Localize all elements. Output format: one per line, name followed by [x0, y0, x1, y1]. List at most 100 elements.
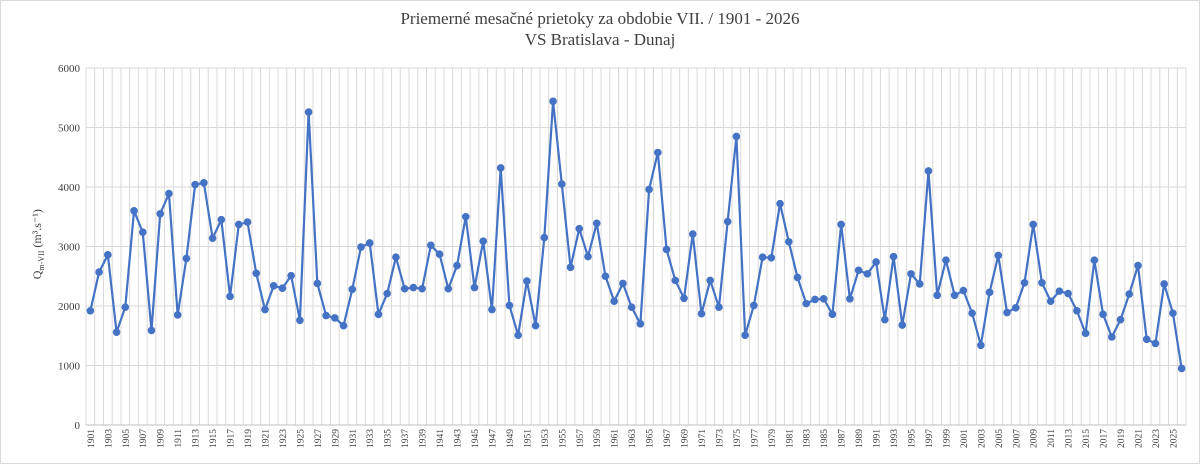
data-point: [409, 283, 418, 292]
data-point: [444, 284, 453, 293]
data-point: [269, 281, 278, 290]
data-point: [959, 286, 968, 295]
x-tick-label: 2015: [1082, 429, 1092, 448]
data-point: [86, 306, 95, 315]
data-point: [112, 328, 121, 336]
x-tick-label: 1999: [942, 429, 952, 448]
data-point: [514, 331, 522, 339]
data-point: [217, 215, 226, 224]
data-point: [304, 108, 313, 116]
data-point: [1046, 297, 1055, 306]
data-point: [811, 295, 819, 304]
x-tick-label: 1995: [908, 429, 918, 448]
x-tick-label: 1935: [384, 429, 394, 448]
x-tick-label: 1991: [873, 429, 883, 448]
x-tick-label: 1971: [698, 429, 708, 448]
data-point: [287, 271, 295, 280]
y-tick-label: 4000: [58, 182, 81, 194]
data-point: [278, 284, 287, 292]
data-point: [392, 253, 400, 262]
data-point: [697, 309, 706, 318]
data-point: [165, 189, 173, 198]
data-point: [1125, 290, 1134, 298]
x-tick-label: 2017: [1100, 429, 1110, 448]
y-tick-labels: 0 1000 2000 3000 4000 5000 6000: [58, 63, 81, 432]
x-tick-label: 1977: [750, 429, 760, 448]
data-point: [645, 185, 653, 194]
x-tick-label: 2013: [1065, 429, 1075, 448]
x-tick-label: 1981: [785, 429, 795, 448]
data-point: [933, 291, 941, 300]
data-point: [584, 252, 592, 261]
data-point: [924, 167, 933, 175]
x-tick-label: 1973: [715, 429, 725, 448]
x-tick-label: 1955: [558, 429, 568, 448]
data-point: [461, 212, 470, 221]
data-point: [156, 209, 165, 218]
data-point: [619, 279, 627, 288]
x-tick-label: 2025: [1169, 429, 1179, 448]
x-tick-label: 2001: [960, 429, 970, 448]
data-point: [654, 148, 662, 157]
x-tick-label: 1993: [890, 429, 900, 448]
x-tick-labels: 1901 1903 1905 1907 1909 1911 1913 1915 1917 1919…: [87, 429, 1180, 448]
data-point: [147, 326, 156, 335]
data-point: [662, 245, 671, 254]
data-point: [889, 252, 898, 261]
data-point: [942, 256, 950, 264]
chart-title: Priemerné mesačné prietoky za obdobie VI…: [400, 9, 800, 28]
data-point: [680, 294, 688, 303]
data-point: [750, 301, 758, 310]
x-tick-label: 1911: [174, 429, 184, 448]
x-tick-label: 1997: [925, 429, 935, 448]
y-tick-label: 5000: [58, 123, 81, 135]
x-tick-label: 1905: [122, 429, 132, 448]
data-point: [365, 239, 374, 247]
data-point: [130, 207, 138, 215]
data-point: [435, 250, 444, 259]
data-point: [985, 288, 994, 297]
data-point: [793, 273, 802, 282]
x-tick-label: 1979: [768, 429, 778, 448]
x-tick-label: 2019: [1117, 429, 1127, 448]
data-point: [173, 311, 182, 319]
data-point: [837, 220, 845, 229]
x-tick-label: 1901: [87, 429, 97, 448]
data-point: [540, 233, 549, 242]
x-tick-label: 2009: [1030, 429, 1040, 448]
data-point: [1003, 308, 1011, 317]
x-tick-label: 1965: [646, 429, 656, 448]
data-point: [828, 310, 837, 319]
data-point: [1064, 289, 1072, 298]
data-point: [226, 292, 234, 301]
data-point: [296, 316, 304, 325]
data-point: [566, 263, 575, 272]
data-point: [671, 276, 680, 285]
data-point: [1090, 256, 1099, 264]
data-point: [627, 303, 636, 311]
data-point: [1020, 278, 1029, 287]
data-point: [531, 321, 540, 330]
x-tick-label: 1923: [279, 429, 289, 448]
x-tick-label: 1903: [104, 429, 114, 448]
data-point: [418, 284, 426, 293]
x-tick-label: 1937: [401, 429, 411, 448]
x-tick-label: 1907: [139, 429, 149, 448]
x-tick-label: 1917: [227, 429, 237, 448]
x-tick-label: 1959: [593, 429, 603, 448]
data-point: [1038, 278, 1046, 287]
data-point: [1177, 364, 1186, 373]
data-point: [715, 303, 723, 311]
data-point: [1160, 280, 1168, 288]
data-point: [1099, 310, 1107, 319]
data-point: [1081, 329, 1090, 338]
x-tick-label: 1969: [681, 429, 691, 448]
data-point: [1116, 315, 1125, 324]
data-point: [898, 321, 907, 329]
data-point: [872, 258, 880, 266]
x-tick-label: 1975: [733, 429, 743, 448]
data-point: [741, 331, 749, 339]
data-point: [758, 253, 767, 262]
